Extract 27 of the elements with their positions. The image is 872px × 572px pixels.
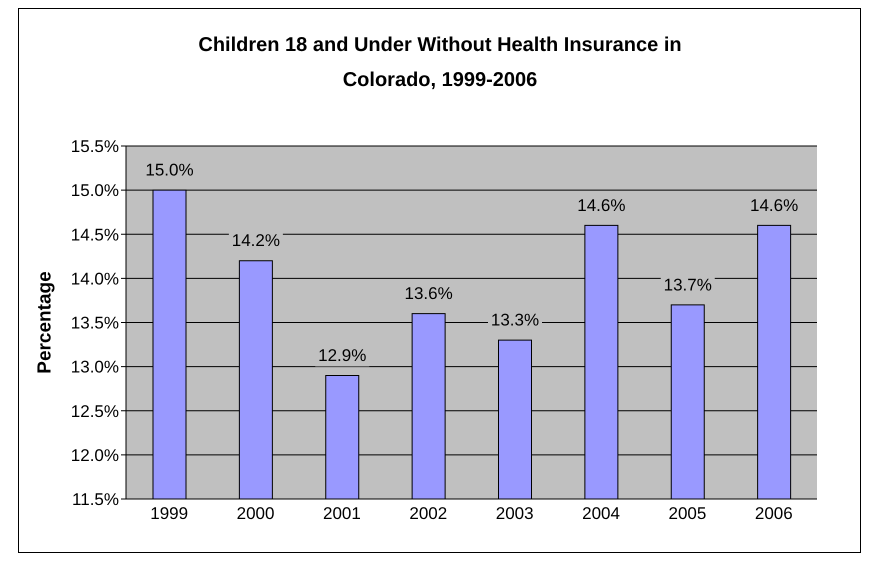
y-tick-label: 12.0%: [70, 446, 119, 465]
x-tick-label: 2001: [323, 504, 361, 524]
x-tick-label: 1999: [150, 504, 188, 524]
data-label: 13.7%: [664, 275, 712, 294]
y-tick-label: 12.5%: [70, 402, 119, 421]
x-tick-label: 2002: [409, 504, 448, 524]
data-label: 14.6%: [750, 196, 798, 215]
y-tick-label: 14.5%: [70, 225, 119, 244]
x-tick-label: 2005: [668, 504, 706, 524]
x-tick-label: 2006: [754, 504, 793, 524]
data-label: 12.9%: [318, 346, 366, 365]
data-label: 13.3%: [490, 310, 540, 330]
chart-title: Children 18 and Under Without Health Insurance in Colorado, 1999-2006: [197, 33, 683, 93]
y-tick-label: 15.5%: [70, 137, 119, 156]
y-tick-label: 13.0%: [70, 358, 119, 377]
data-label: 14.6%: [577, 196, 626, 215]
y-tick-label: 11.5%: [72, 490, 119, 510]
y-tick-label: 14.0%: [70, 269, 119, 288]
y-tick-label: 13.5%: [70, 314, 119, 333]
data-label: 14.2%: [232, 231, 280, 250]
data-label: 15.0%: [145, 160, 194, 180]
data-label: 13.6%: [404, 284, 453, 304]
y-tick-label: 15.0%: [70, 181, 119, 200]
x-tick-label: 2000: [236, 504, 274, 524]
x-tick-label: 2003: [496, 504, 534, 524]
y-axis-title: Percentage: [34, 271, 56, 374]
x-tick-label: 2004: [582, 504, 620, 524]
